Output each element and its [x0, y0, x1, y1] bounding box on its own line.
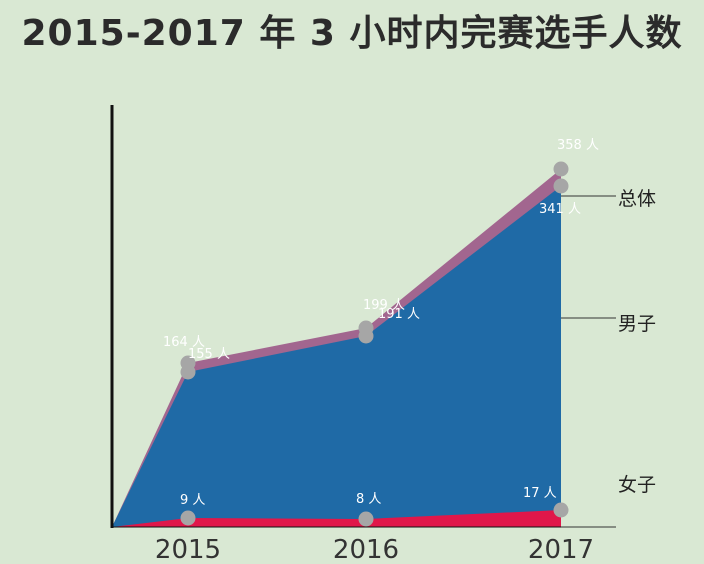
female-point: [553, 502, 569, 518]
male-point: [180, 364, 196, 380]
area-layer: [112, 169, 561, 527]
male-value-label: 341 人: [539, 202, 581, 217]
total-value-label: 199 人: [363, 298, 405, 313]
total-value-label: 164 人: [163, 335, 205, 350]
data-label-layer: 164 人 199 人 358 人 155 人 191 人 341 人 9 人 8 人 17 人: [163, 138, 599, 508]
marker-layer: [180, 161, 569, 527]
female-point: [180, 510, 196, 526]
legend-label-total: 总体: [618, 188, 656, 210]
tick-label-layer: 2015 2016 2017: [155, 535, 594, 564]
x-tick-label: 2016: [333, 535, 399, 564]
legend-label-male: 男子: [618, 313, 656, 335]
legend-leader-layer: [561, 195, 616, 528]
female-area: [112, 510, 561, 527]
axes-layer: [110, 105, 601, 528]
chart-title: 2015-2017 年 3 小时内完赛选手人数: [21, 13, 683, 54]
total-value-label: 358 人: [557, 138, 599, 153]
female-value-label: 9 人: [180, 493, 205, 508]
x-tick-label: 2017: [528, 535, 594, 564]
male-point: [553, 178, 569, 194]
female-value-label: 17 人: [523, 486, 557, 501]
male-area: [112, 186, 561, 527]
female-point: [358, 511, 374, 527]
total-point: [553, 161, 569, 177]
legend-label-female: 女子: [618, 474, 656, 496]
male-value-label: 191 人: [378, 307, 420, 322]
male-point: [358, 328, 374, 344]
male-value-label: 155 人: [188, 347, 230, 362]
female-value-label: 8 人: [356, 492, 381, 507]
x-tick-label: 2015: [155, 535, 221, 564]
